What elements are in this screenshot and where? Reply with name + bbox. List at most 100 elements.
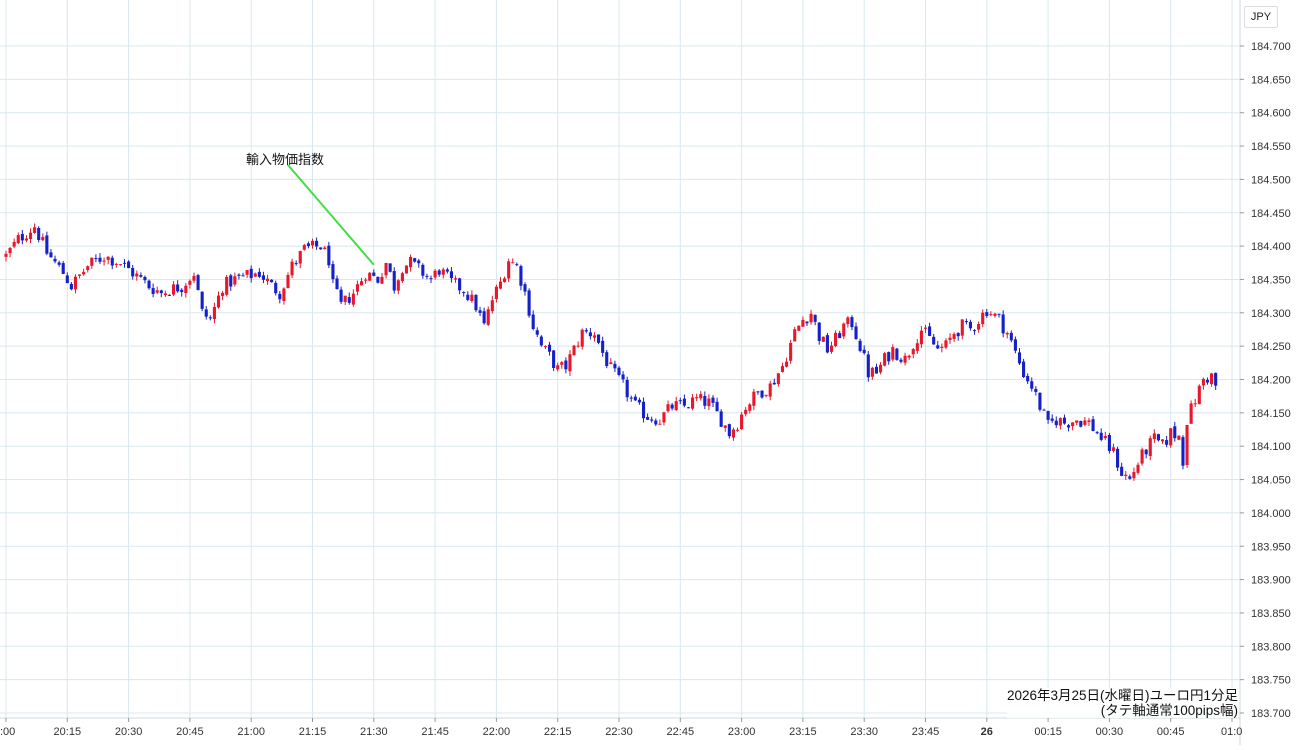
candle-body bbox=[1144, 449, 1148, 455]
candle-body bbox=[1058, 418, 1062, 426]
candle-body bbox=[1038, 392, 1042, 410]
x-tick-label: 23:30 bbox=[850, 726, 878, 738]
candle-body bbox=[131, 267, 135, 277]
candle-body bbox=[523, 284, 527, 292]
candle-body bbox=[928, 326, 932, 336]
candle-body bbox=[785, 361, 789, 367]
y-tick-label: 184.400 bbox=[1251, 241, 1291, 253]
candle-body bbox=[184, 285, 188, 294]
candle-body bbox=[625, 379, 629, 398]
candle-body bbox=[1181, 437, 1185, 466]
candle-body bbox=[576, 345, 580, 347]
candle-body bbox=[1083, 420, 1087, 425]
candle-body bbox=[57, 262, 61, 265]
candle-body bbox=[392, 271, 396, 291]
candle-body bbox=[347, 297, 351, 303]
candle-body bbox=[1111, 447, 1116, 451]
candle-body bbox=[707, 398, 711, 407]
candle-body bbox=[883, 353, 887, 366]
candle-body bbox=[650, 419, 654, 421]
candle-body bbox=[662, 412, 666, 423]
x-tick-label: 00:45 bbox=[1157, 726, 1185, 738]
candle-body bbox=[310, 240, 315, 246]
candle-body bbox=[486, 309, 490, 325]
candle-body bbox=[1062, 417, 1066, 424]
candle-body bbox=[233, 276, 237, 285]
candle-body bbox=[674, 401, 678, 411]
candle-body bbox=[400, 273, 404, 282]
candle-body bbox=[78, 274, 82, 276]
candle-body bbox=[355, 284, 360, 292]
x-tick-label: 21:00 bbox=[237, 726, 265, 738]
candle-body bbox=[331, 264, 335, 280]
candle-body bbox=[858, 340, 862, 351]
candle-body bbox=[1197, 385, 1201, 405]
candle-body bbox=[874, 366, 879, 374]
candle-body bbox=[69, 283, 73, 290]
candle-body bbox=[956, 333, 960, 337]
candle-body bbox=[989, 314, 993, 316]
candle-body bbox=[891, 347, 895, 360]
candle-body bbox=[1124, 474, 1128, 477]
candle-body bbox=[531, 314, 535, 329]
candle-body bbox=[449, 271, 453, 279]
candle-body bbox=[944, 340, 948, 348]
candle-body bbox=[695, 397, 699, 399]
candle-body bbox=[208, 317, 212, 319]
candle-body bbox=[588, 332, 592, 337]
candle-body bbox=[90, 257, 94, 266]
candle-body bbox=[911, 349, 915, 355]
candle-body bbox=[180, 289, 184, 293]
candle-body bbox=[1189, 403, 1193, 424]
candle-body bbox=[135, 273, 139, 277]
currency-badge[interactable]: JPY bbox=[1244, 6, 1278, 28]
x-tick-label: 20:30 bbox=[115, 726, 143, 738]
candle-body bbox=[98, 257, 102, 262]
time-axis[interactable]: :00 20:15 20:30 20:45 21:00 21:15 21:30 21:45 22… bbox=[0, 718, 1242, 738]
candle-body bbox=[1140, 449, 1144, 464]
x-tick-label: 22:45 bbox=[667, 726, 695, 738]
y-tick-label: 183.800 bbox=[1251, 641, 1291, 653]
candle-body bbox=[862, 349, 866, 354]
candle-body bbox=[155, 290, 159, 293]
candle-body bbox=[200, 291, 204, 309]
candle-body bbox=[127, 261, 131, 269]
candle-body bbox=[887, 352, 891, 362]
candle-body bbox=[641, 401, 646, 419]
candle-body bbox=[82, 271, 86, 275]
candle-body bbox=[368, 272, 372, 281]
candle-body bbox=[972, 330, 977, 332]
y-tick-label: 184.100 bbox=[1251, 441, 1291, 453]
candle-body bbox=[1087, 420, 1091, 423]
candle-body bbox=[535, 330, 539, 335]
candle-body bbox=[245, 270, 249, 275]
y-tick-label: 183.700 bbox=[1251, 708, 1291, 720]
candle-body bbox=[257, 271, 261, 277]
candle-body bbox=[1201, 378, 1205, 386]
price-axis[interactable]: 184.700 184.650 184.600 184.550 184.500 184.4… bbox=[1240, 41, 1291, 720]
candle-body bbox=[936, 345, 940, 349]
candle-body bbox=[797, 325, 801, 331]
candle-body bbox=[592, 335, 597, 338]
candle-body bbox=[433, 270, 437, 278]
candle-body bbox=[364, 279, 368, 281]
candle-body bbox=[511, 262, 515, 264]
y-tick-label: 184.300 bbox=[1251, 308, 1291, 320]
candle-body bbox=[359, 281, 364, 286]
annotation-label: 輸入物価指数 bbox=[246, 152, 325, 167]
candle-body bbox=[568, 354, 572, 372]
candle-body bbox=[421, 264, 425, 276]
candle-body bbox=[204, 309, 208, 317]
candle-body bbox=[8, 247, 12, 254]
candle-body bbox=[94, 258, 98, 260]
candle-body bbox=[764, 394, 768, 396]
candle-body bbox=[572, 345, 576, 356]
candle-body bbox=[28, 232, 33, 239]
x-tick-label: 01:0 bbox=[1221, 726, 1242, 738]
candle-body bbox=[960, 319, 964, 336]
candle-body bbox=[1095, 432, 1099, 434]
candle-body bbox=[985, 312, 989, 316]
candle-body bbox=[343, 295, 347, 302]
